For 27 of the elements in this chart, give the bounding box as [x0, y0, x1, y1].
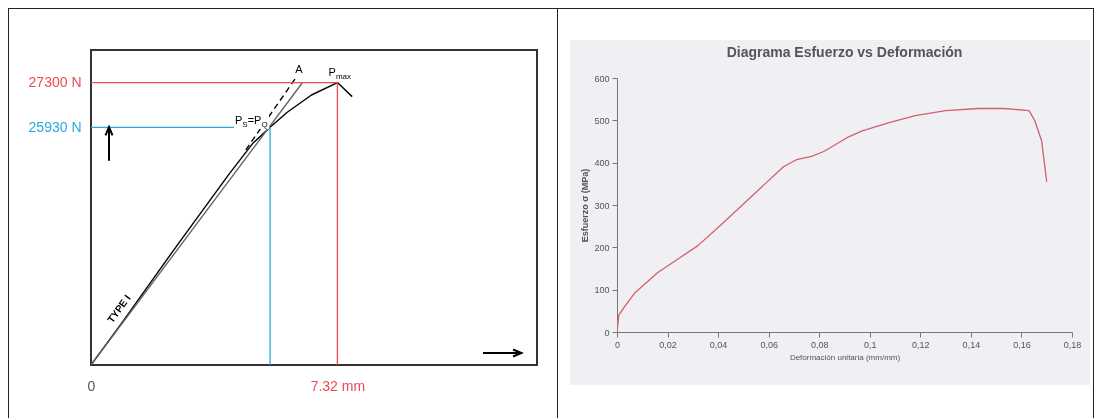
x-tick-label: 0,18	[1063, 339, 1082, 350]
x-tick-label: 0,12	[912, 339, 930, 350]
x-tick-label: 7.32 mm	[310, 377, 366, 394]
x-tick-label: 0,06	[760, 339, 778, 350]
x-tick-label: 0,16	[1013, 339, 1031, 350]
x-tick-label: 0,02	[659, 339, 677, 350]
y-tick-label: 25930 N	[28, 118, 82, 135]
chart-title: Diagrama Esfuerzo vs Deformación	[726, 44, 963, 60]
y-tick-label: 200	[594, 242, 610, 253]
x-tick-label: 0,08	[810, 339, 829, 350]
x-axis-title: Deformación unitaria (mm/mm)	[789, 352, 901, 362]
y-tick-label: 0	[604, 327, 610, 338]
y-tick-label: 100	[594, 285, 610, 296]
annotation: P$_{max}$	[327, 65, 353, 81]
line-series	[617, 107, 1048, 332]
y-tick-label: 600	[594, 73, 610, 84]
x-tick-label: 0	[614, 339, 621, 350]
y-tick-label: 300	[594, 200, 610, 211]
x-tick-label: 0,14	[962, 339, 981, 350]
y-tick-label: 27300 N	[28, 74, 82, 91]
y-tick-label: 400	[594, 158, 610, 169]
y-tick-label: 500	[594, 115, 610, 126]
y-axis-title: Esfuerzo σ (MPa)	[580, 168, 591, 243]
x-tick-label: 0,04	[709, 339, 728, 350]
annotation: A	[294, 63, 304, 76]
x-tick-label: 0,1	[864, 339, 877, 350]
annotation: P$_{S}$=P$_{Q}$	[233, 114, 269, 130]
